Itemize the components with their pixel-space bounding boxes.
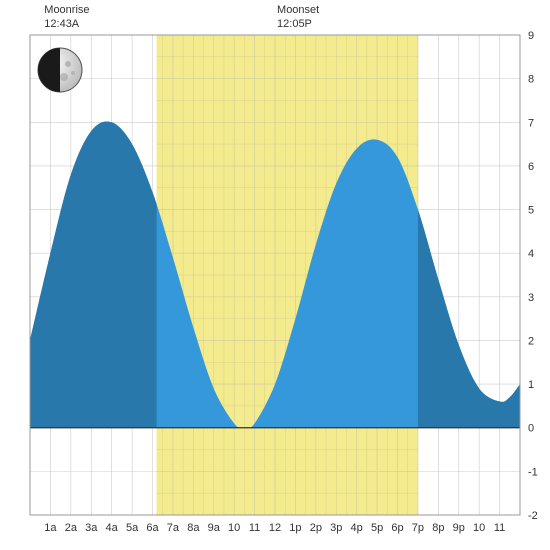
- svg-text:0: 0: [528, 423, 534, 435]
- svg-text:9a: 9a: [208, 522, 221, 534]
- moonrise-label: Moonrise: [44, 4, 89, 16]
- svg-text:6a: 6a: [146, 522, 159, 534]
- moonset-label: Moonset: [277, 4, 319, 16]
- svg-text:3a: 3a: [85, 522, 98, 534]
- svg-text:10: 10: [228, 522, 240, 534]
- svg-text:7p: 7p: [412, 522, 424, 534]
- svg-text:-1: -1: [528, 466, 538, 478]
- moonrise-time: 12:43A: [44, 18, 79, 30]
- svg-text:4p: 4p: [351, 522, 363, 534]
- svg-text:2: 2: [528, 335, 534, 347]
- svg-text:5: 5: [528, 205, 534, 217]
- svg-text:5p: 5p: [371, 522, 383, 534]
- svg-text:5a: 5a: [126, 522, 139, 534]
- svg-text:2p: 2p: [310, 522, 322, 534]
- svg-text:3p: 3p: [330, 522, 342, 534]
- svg-text:12: 12: [269, 522, 281, 534]
- svg-text:10: 10: [473, 522, 485, 534]
- svg-text:6: 6: [528, 161, 534, 173]
- svg-text:1: 1: [528, 379, 534, 391]
- tide-chart: Moonrise 12:43A Moonset 12:05P -2-101234…: [0, 0, 550, 550]
- svg-text:1p: 1p: [289, 522, 301, 534]
- svg-text:1a: 1a: [44, 522, 57, 534]
- svg-text:8a: 8a: [187, 522, 200, 534]
- svg-text:6p: 6p: [391, 522, 403, 534]
- svg-text:9: 9: [528, 30, 534, 42]
- svg-text:2a: 2a: [65, 522, 78, 534]
- svg-text:4: 4: [528, 248, 534, 260]
- chart-svg: -2-101234567891a2a3a4a5a6a7a8a9a1011121p…: [0, 0, 550, 550]
- svg-text:11: 11: [249, 522, 260, 534]
- svg-text:7a: 7a: [167, 522, 180, 534]
- svg-text:8: 8: [528, 74, 534, 86]
- svg-text:9p: 9p: [453, 522, 465, 534]
- svg-text:-2: -2: [528, 510, 538, 522]
- moonset-time: 12:05P: [277, 18, 312, 30]
- moon-phase-icon: [38, 48, 82, 92]
- svg-text:3: 3: [528, 292, 534, 304]
- svg-text:4a: 4a: [106, 522, 119, 534]
- svg-text:7: 7: [528, 117, 534, 129]
- svg-text:8p: 8p: [432, 522, 444, 534]
- svg-text:11: 11: [494, 522, 505, 534]
